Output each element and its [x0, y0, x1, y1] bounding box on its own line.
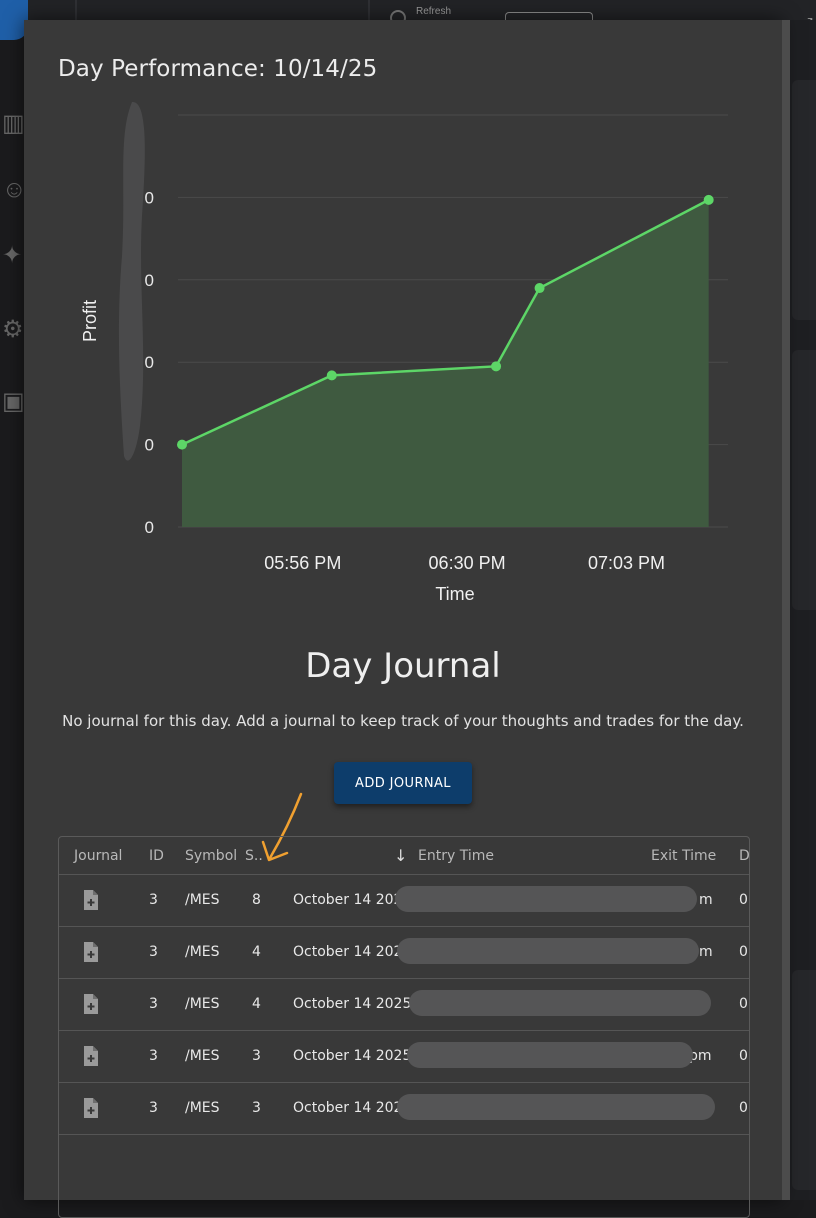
cell-symbol: /MES	[185, 892, 220, 908]
y-axis-label: Profit	[80, 300, 100, 342]
redaction-mark	[397, 938, 699, 964]
data-point[interactable]	[703, 194, 714, 205]
area-fill	[182, 199, 709, 527]
data-point[interactable]	[534, 283, 545, 294]
x-tick-label: 05:56 PM	[264, 553, 341, 573]
trades-table: Journal ID Symbol S.. ↓ Entry Time Exit …	[58, 836, 750, 1218]
data-point[interactable]	[491, 361, 502, 372]
cell-entry-time: October 14 2025 @	[293, 996, 430, 1012]
table-header: Journal ID Symbol S.. ↓ Entry Time Exit …	[59, 837, 749, 875]
redaction-scribble	[118, 101, 145, 461]
column-id[interactable]: ID	[149, 848, 164, 864]
modal-scrollbar[interactable]	[782, 20, 790, 1200]
chart-svg: 0 0 0 0 0 05:56 PM 06:30 PM 07:03 PM Profit Ti…	[80, 114, 728, 604]
users-icon[interactable]: ☺	[2, 176, 27, 203]
x-axis-ticks: 05:56 PM 06:30 PM 07:03 PM	[264, 553, 665, 573]
cell-entry-time: October 14 2025 (	[293, 1048, 422, 1064]
add-journal-doc-icon[interactable]	[82, 941, 100, 963]
x-axis-label: Time	[435, 584, 474, 604]
day-performance-modal: Day Performance: 10/14/25 0 0 0 0 0 05:56 PM…	[24, 20, 782, 1218]
topbar-button[interactable]	[505, 12, 593, 27]
table-row[interactable]: 3/MES 8 October 14 2025 m 0(	[59, 875, 749, 927]
table-row[interactable]: 3/MES 4 October 14 2025 m 0(	[59, 927, 749, 979]
sort-descending-icon[interactable]: ↓	[394, 846, 408, 865]
x-tick-label: 06:30 PM	[429, 553, 506, 573]
cell-extra: 0(	[739, 1100, 749, 1116]
cell-id: 3	[149, 1100, 158, 1116]
cell-entry-time: October 14 2025	[293, 892, 412, 908]
column-symbol[interactable]: Symbol	[185, 848, 238, 864]
cell-exit-time: pm	[689, 1048, 712, 1064]
data-point[interactable]	[177, 439, 187, 450]
cell-symbol: /MES	[185, 1100, 220, 1116]
add-journal-doc-icon[interactable]	[82, 993, 100, 1015]
cell-size: 4	[252, 944, 261, 960]
cell-size: 8	[252, 892, 261, 908]
modal-title: Day Performance: 10/14/25	[58, 56, 378, 82]
redaction-mark	[395, 886, 697, 912]
background-card	[792, 970, 816, 1190]
add-journal-button[interactable]: ADD JOURNAL	[334, 762, 472, 804]
cell-entry-time: October 14 2025	[293, 1100, 412, 1116]
background-card	[792, 80, 816, 320]
help-icon[interactable]: ▣	[2, 388, 25, 415]
cell-size: 3	[252, 1100, 261, 1116]
gear-icon[interactable]: ⚙	[2, 316, 24, 343]
column-entry-time[interactable]: Entry Time	[418, 848, 494, 864]
refresh-label[interactable]: Refresh	[416, 6, 452, 17]
table-row[interactable]: 3/MES 4 October 14 2025 @ 0(	[59, 979, 749, 1031]
cell-symbol: /MES	[185, 944, 220, 960]
cell-exit-time: m	[699, 944, 713, 960]
y-tick-label: 0	[145, 436, 154, 455]
data-point[interactable]	[326, 370, 337, 381]
cell-size: 3	[252, 1048, 261, 1064]
y-tick-label: 0	[145, 271, 154, 290]
y-tick-label: 0	[145, 353, 154, 372]
y-axis-ticks: 0 0 0 0 0	[145, 188, 154, 537]
cell-id: 3	[149, 996, 158, 1012]
column-journal[interactable]: Journal	[74, 848, 123, 864]
cell-exit-time: m	[699, 892, 713, 908]
column-extra[interactable]: D	[739, 848, 750, 864]
topbar-divider	[75, 0, 77, 20]
background-topbar	[0, 0, 816, 20]
topbar-divider	[368, 0, 370, 20]
cell-symbol: /MES	[185, 1048, 220, 1064]
cell-symbol: /MES	[185, 996, 220, 1012]
candlestick-chart-icon[interactable]: ▥	[2, 110, 25, 137]
cell-entry-time: October 14 2025	[293, 944, 412, 960]
y-tick-label: 0	[145, 188, 154, 207]
cell-id: 3	[149, 944, 158, 960]
column-size[interactable]: S..	[245, 848, 263, 864]
magic-wand-icon[interactable]: ✦	[2, 242, 23, 269]
annotation-arrow	[261, 792, 303, 862]
add-journal-doc-icon[interactable]	[82, 1045, 100, 1067]
redaction-mark	[409, 990, 711, 1016]
app-logo	[0, 0, 28, 40]
table-row[interactable]: 3/MES 3 October 14 2025 0(	[59, 1083, 749, 1135]
cell-extra: 0(	[739, 892, 749, 908]
background-card	[792, 350, 816, 610]
profit-chart: 0 0 0 0 0 05:56 PM 06:30 PM 07:03 PM Profit Ti…	[24, 20, 782, 625]
table-row[interactable]: 3/MES 3 October 14 2025 ( pm 0(	[59, 1031, 749, 1083]
add-journal-doc-icon[interactable]	[82, 1097, 100, 1119]
cell-extra: 0(	[739, 1048, 749, 1064]
cell-size: 4	[252, 996, 261, 1012]
chart-points	[177, 194, 714, 450]
add-journal-doc-icon[interactable]	[82, 889, 100, 911]
day-journal-title: Day Journal	[305, 646, 501, 686]
cell-extra: 0(	[739, 944, 749, 960]
cell-id: 3	[149, 1048, 158, 1064]
chart-area	[181, 198, 710, 527]
redaction-mark	[397, 1094, 715, 1120]
cell-extra: 0(	[739, 996, 749, 1012]
x-tick-label: 07:03 PM	[588, 553, 665, 573]
y-tick-label: 0	[145, 518, 154, 537]
column-exit-time[interactable]: Exit Time	[651, 848, 717, 864]
cell-id: 3	[149, 892, 158, 908]
journal-empty-message: No journal for this day. Add a journal t…	[62, 712, 744, 730]
redaction-mark	[407, 1042, 693, 1068]
